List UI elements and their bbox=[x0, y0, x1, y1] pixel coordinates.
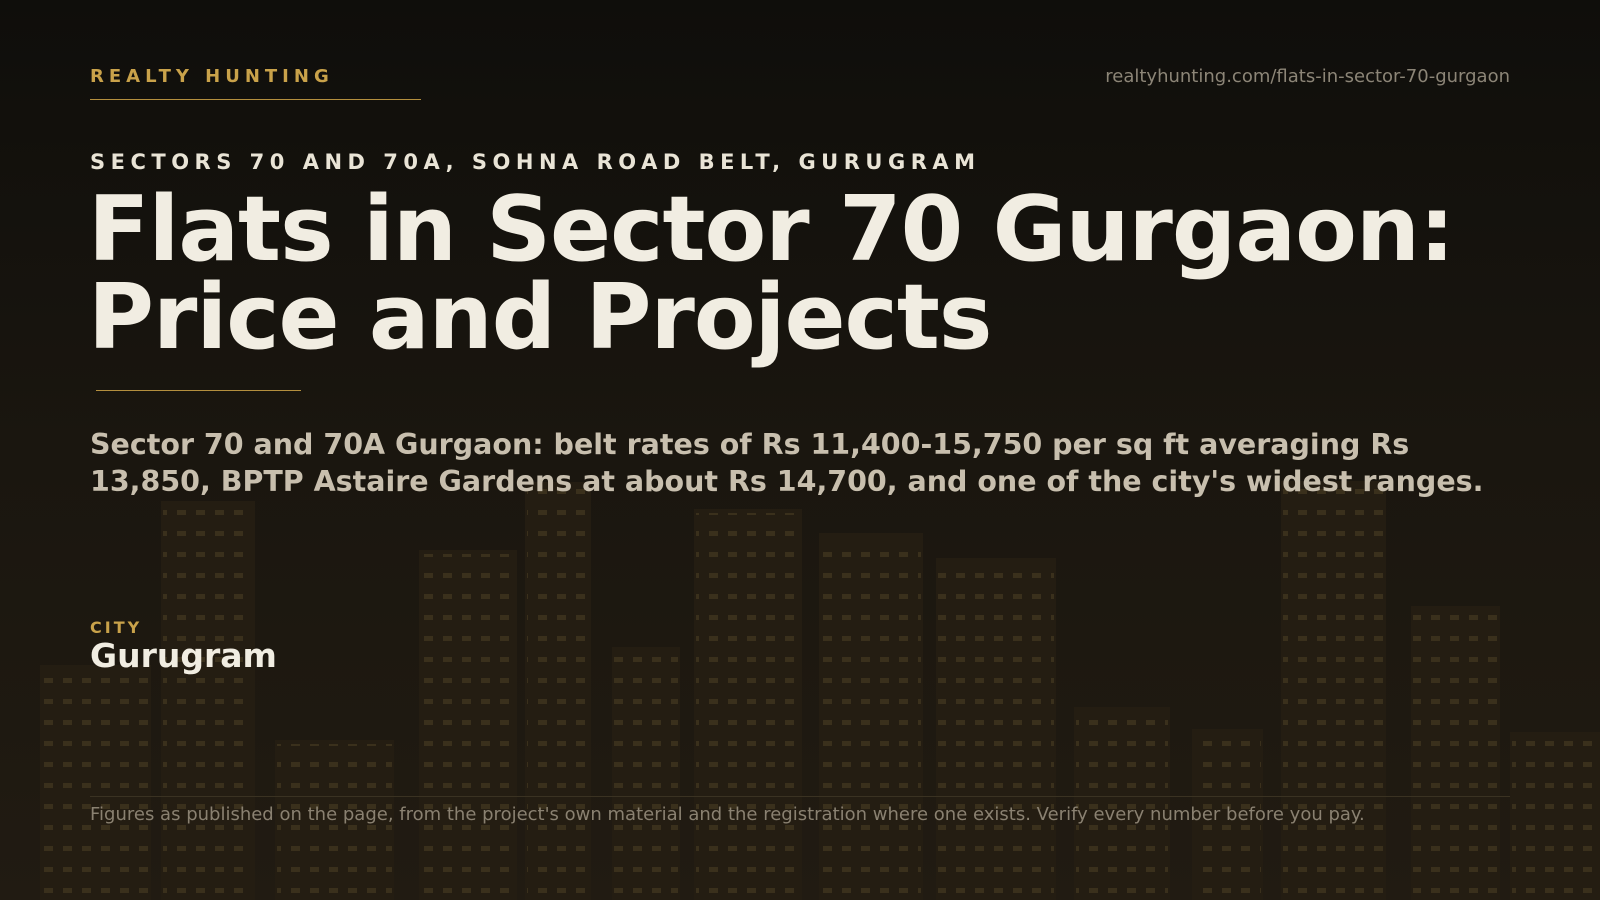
towers bbox=[40, 481, 1600, 900]
tower-windows bbox=[163, 505, 253, 900]
tower-windows bbox=[1194, 733, 1261, 900]
city-label: CITY bbox=[90, 618, 143, 637]
foot-rule bbox=[90, 796, 1510, 797]
summary: Sector 70 and 70A Gurgaon: belt rates of… bbox=[90, 428, 1484, 498]
tower-windows bbox=[821, 537, 921, 900]
tower-windows bbox=[1512, 736, 1598, 900]
tower-windows bbox=[938, 562, 1054, 900]
tower-windows bbox=[1413, 610, 1498, 900]
footnote: Figures as published on the page, from t… bbox=[90, 804, 1365, 825]
tower-windows bbox=[277, 744, 392, 900]
kicker: SECTORS 70 AND 70A, SOHNA ROAD BELT, GUR… bbox=[90, 150, 981, 174]
tower-windows bbox=[42, 669, 149, 900]
tower-windows bbox=[614, 651, 678, 900]
tower-windows bbox=[527, 486, 589, 900]
title: Flats in Sector 70 Gurgaon: Price and Pr… bbox=[88, 177, 1455, 370]
city-value: Gurugram bbox=[90, 636, 277, 675]
tower-windows bbox=[696, 513, 800, 900]
brand: REALTY HUNTING bbox=[90, 66, 334, 87]
tower-windows bbox=[1283, 485, 1384, 900]
url: realtyhunting.com/flats-in-sector-70-gur… bbox=[1105, 66, 1510, 87]
brand-rule bbox=[90, 99, 421, 100]
tower-windows bbox=[1076, 711, 1168, 900]
title-rule bbox=[96, 390, 301, 391]
tower-windows bbox=[421, 554, 515, 900]
